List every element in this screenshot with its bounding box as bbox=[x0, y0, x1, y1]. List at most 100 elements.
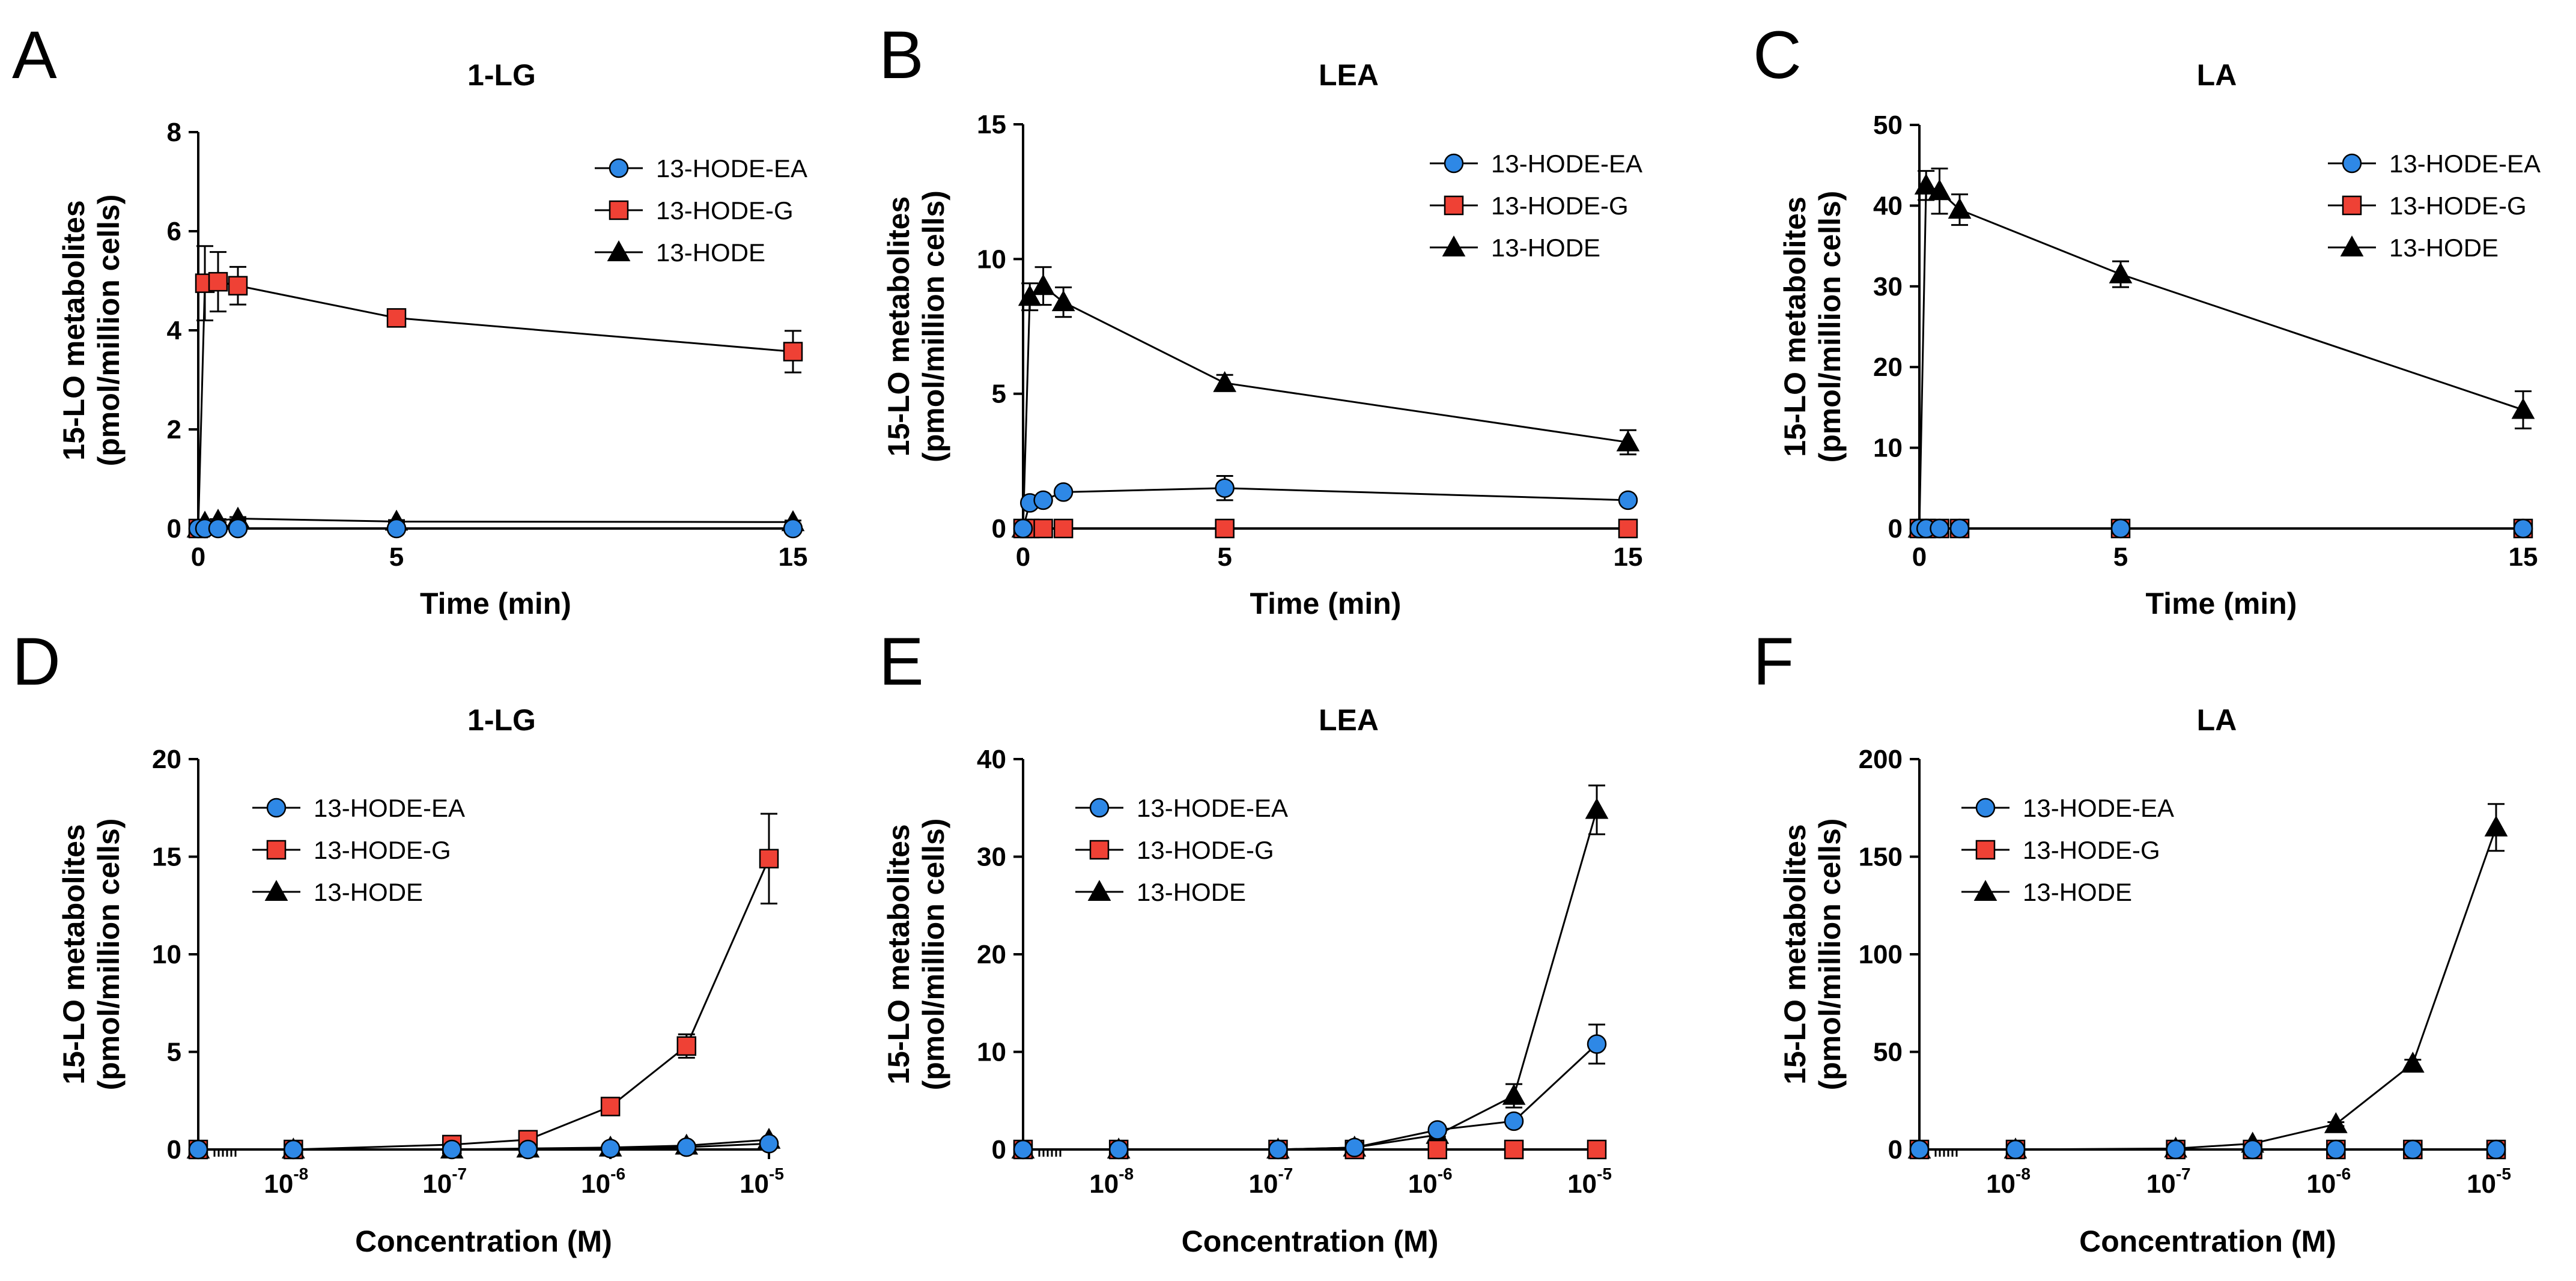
marker-hode-c bbox=[1948, 198, 1972, 219]
legend-label-ea-d: 13-HODE-EA bbox=[314, 794, 465, 822]
marker-hode-c bbox=[1928, 179, 1951, 201]
x-tick-label-b: 5 bbox=[1217, 542, 1232, 572]
y-tick-label-c: 20 bbox=[1873, 353, 1903, 382]
marker-hode-b bbox=[1051, 290, 1075, 312]
legend-marker-hode-d bbox=[264, 880, 288, 901]
marker-g-e bbox=[1427, 1139, 1447, 1160]
chart-title-c: LA bbox=[2197, 58, 2237, 92]
x-axis-label-d: Concentration (M) bbox=[355, 1225, 612, 1258]
y-tick-label-a: 8 bbox=[167, 118, 181, 147]
y-axis-label-line-d: (pmol/million cells) bbox=[92, 819, 126, 1091]
y-tick-label-e: 0 bbox=[992, 1135, 1006, 1164]
y-tick-label-b: 5 bbox=[992, 380, 1006, 409]
series-line-g-a bbox=[197, 280, 794, 529]
marker-ea-e bbox=[1108, 1139, 1129, 1160]
series-line-hode-c bbox=[1918, 184, 2524, 529]
legend-label-g-e: 13-HODE-G bbox=[1137, 836, 1274, 864]
chart-title-e: LEA bbox=[1319, 703, 1379, 737]
marker-g-a bbox=[208, 271, 228, 292]
series-line-g-d bbox=[198, 858, 770, 1151]
marker-ea-b bbox=[1013, 518, 1033, 539]
y-tick-label-b: 10 bbox=[977, 244, 1006, 274]
y-axis-label-line-b: 15-LO metabolites bbox=[882, 196, 916, 456]
y-tick-label-c: 0 bbox=[1888, 514, 1903, 544]
x-tick-base-d: 10 bbox=[581, 1169, 610, 1199]
marker-ea-f bbox=[2326, 1139, 2346, 1160]
panel-letter-a: A bbox=[12, 17, 57, 92]
y-tick-label-d: 5 bbox=[167, 1038, 181, 1067]
marker-hode-f bbox=[2401, 1052, 2425, 1073]
panel-a: A 1-LG 0 2 4 6 8 0 5 15 Time (min) 15-LO metabolite… bbox=[12, 17, 807, 620]
marker-hode-b bbox=[1031, 274, 1055, 295]
y-tick-label-f: 100 bbox=[1859, 940, 1903, 969]
series-line-hode-b bbox=[1022, 285, 1629, 529]
marker-g-b bbox=[1215, 518, 1235, 539]
y-tick-label-d: 15 bbox=[152, 843, 181, 872]
y-tick-label-e: 30 bbox=[977, 843, 1006, 872]
legend-label-hode-a: 13-HODE bbox=[656, 238, 765, 267]
panel-letter-c: C bbox=[1753, 17, 1802, 92]
y-axis-label-line-f: 15-LO metabolites bbox=[1778, 824, 1812, 1084]
marker-ea-a bbox=[386, 518, 407, 539]
chart-title-a: 1-LG bbox=[467, 58, 536, 92]
marker-ea-f bbox=[2005, 1139, 2026, 1160]
marker-hode-c bbox=[2511, 398, 2535, 419]
x-axis-label-e: Concentration (M) bbox=[1182, 1225, 1439, 1258]
y-tick-label-f: 50 bbox=[1873, 1038, 1903, 1067]
y-axis-label-b: 15-LO metabolites(pmol/million cells) bbox=[882, 190, 950, 462]
legend-marker-hode-e bbox=[1087, 880, 1111, 901]
y-tick-label-d: 20 bbox=[152, 745, 181, 774]
marker-ea-b bbox=[1618, 490, 1638, 510]
x-tick-label-f: 10-5 bbox=[2467, 1164, 2511, 1199]
marker-g-d bbox=[759, 849, 779, 868]
marker-hode-f bbox=[2484, 815, 2508, 837]
marker-ea-b bbox=[1033, 490, 1053, 510]
marker-g-a bbox=[228, 276, 248, 295]
marker-g-a bbox=[386, 308, 407, 328]
x-tick-base-d: 10 bbox=[740, 1169, 769, 1199]
y-axis-label-f: 15-LO metabolites(pmol/million cells) bbox=[1778, 819, 1847, 1091]
x-tick-exponent-d: -8 bbox=[293, 1164, 308, 1183]
x-axis-label-c: Time (min) bbox=[2146, 587, 2297, 620]
x-tick-base-e: 10 bbox=[1249, 1169, 1278, 1199]
legend-label-hode-f: 13-HODE bbox=[2023, 878, 2132, 906]
marker-hode-e bbox=[1502, 1083, 1526, 1105]
y-axis-label-line-d: 15-LO metabolites bbox=[57, 824, 91, 1084]
panel-letter-b: B bbox=[879, 17, 924, 92]
x-tick-label-e: 10-7 bbox=[1249, 1164, 1293, 1199]
marker-ea-c bbox=[1930, 518, 1949, 539]
x-tick-label-f: 10-8 bbox=[1986, 1164, 2031, 1199]
marker-ea-b bbox=[1053, 482, 1074, 502]
x-tick-exponent-e: -7 bbox=[1278, 1164, 1293, 1183]
x-tick-base-f: 10 bbox=[2146, 1169, 2176, 1199]
marker-ea-f bbox=[2166, 1139, 2186, 1160]
y-tick-label-c: 10 bbox=[1873, 434, 1903, 463]
y-axis-label-a: 15-LO metabolites(pmol/million cells) bbox=[57, 195, 126, 467]
y-tick-label-d: 10 bbox=[152, 940, 181, 969]
y-tick-label-d: 0 bbox=[167, 1135, 181, 1164]
x-tick-exponent-f: -6 bbox=[2336, 1164, 2351, 1183]
marker-ea-c bbox=[1949, 518, 1970, 539]
marker-hode-b bbox=[1616, 430, 1640, 452]
legend-marker-hode-a bbox=[607, 240, 631, 262]
y-axis-label-line-c: 15-LO metabolites bbox=[1778, 196, 1812, 456]
legend-marker-g-a bbox=[609, 200, 629, 220]
y-axis-label-d: 15-LO metabolites(pmol/million cells) bbox=[57, 819, 126, 1091]
y-axis-label-line-e: (pmol/million cells) bbox=[917, 819, 950, 1091]
legend-label-ea-b: 13-HODE-EA bbox=[1491, 150, 1642, 178]
x-tick-exponent-e: -5 bbox=[1597, 1164, 1612, 1183]
marker-hode-b bbox=[1018, 285, 1042, 306]
marker-ea-e bbox=[1427, 1120, 1447, 1140]
marker-ea-d bbox=[284, 1139, 303, 1160]
y-axis-label-line-a: (pmol/million cells) bbox=[92, 195, 126, 467]
y-tick-label-c: 40 bbox=[1873, 191, 1903, 220]
marker-g-b bbox=[1053, 518, 1074, 539]
x-axis-label-f: Concentration (M) bbox=[2079, 1225, 2336, 1258]
x-tick-exponent-f: -8 bbox=[2016, 1164, 2031, 1183]
y-tick-label-a: 4 bbox=[167, 316, 182, 345]
marker-g-d bbox=[676, 1036, 697, 1056]
marker-ea-f bbox=[1909, 1139, 1930, 1160]
y-tick-label-a: 2 bbox=[167, 415, 181, 444]
